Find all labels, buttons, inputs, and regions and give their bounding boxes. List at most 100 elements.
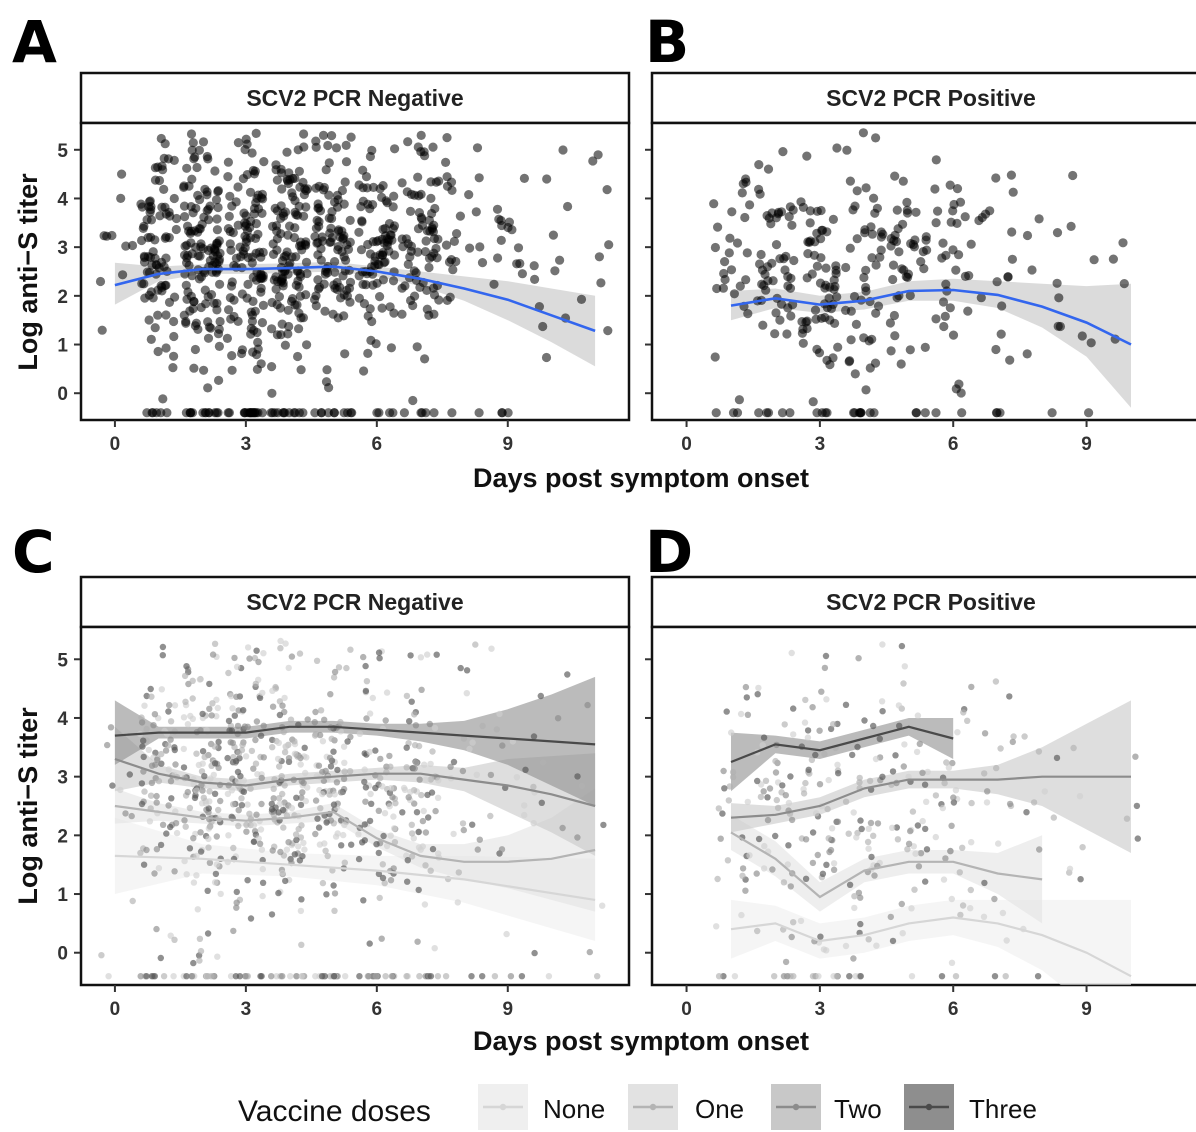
data-point — [361, 821, 368, 828]
data-point — [518, 973, 526, 980]
data-point — [943, 759, 950, 766]
legend-key-dot-none — [499, 1103, 507, 1111]
data-point — [419, 817, 427, 825]
data-point — [281, 782, 288, 789]
data-point — [298, 313, 308, 323]
data-point — [240, 707, 247, 714]
data-point — [787, 220, 797, 230]
data-point — [379, 861, 386, 868]
data-point — [348, 841, 355, 848]
data-point — [186, 129, 197, 139]
data-point — [244, 644, 252, 651]
data-point — [1123, 815, 1131, 822]
data-point — [381, 810, 389, 817]
data-point — [280, 824, 287, 831]
data-point — [554, 715, 562, 722]
data-point — [427, 223, 437, 233]
data-point — [817, 933, 824, 940]
data-point — [244, 877, 251, 884]
data-point — [382, 240, 392, 251]
data-point — [412, 759, 420, 766]
data-point — [203, 204, 213, 214]
data-point — [473, 771, 480, 778]
data-point — [406, 241, 416, 251]
data-point — [931, 218, 941, 228]
data-point — [948, 822, 955, 829]
data-point — [144, 315, 154, 325]
data-point — [821, 664, 829, 672]
data-point — [405, 206, 416, 216]
data-point — [403, 259, 413, 269]
data-point — [379, 874, 387, 882]
data-point — [737, 188, 747, 198]
smooth-line-d-none — [730, 916, 1132, 978]
data-point — [952, 787, 960, 794]
data-point — [244, 723, 251, 730]
data-point — [211, 743, 219, 750]
data-point — [167, 778, 175, 785]
confidence-band-c-2 — [114, 726, 596, 856]
data-point — [729, 773, 737, 781]
x-tick-label: 6 — [372, 999, 383, 1020]
data-point — [190, 959, 197, 967]
data-point — [920, 342, 930, 352]
data-point — [157, 202, 167, 212]
data-point — [206, 788, 213, 795]
data-point — [401, 786, 409, 794]
data-point — [968, 839, 975, 846]
data-point — [879, 773, 886, 780]
data-point — [375, 870, 383, 878]
data-point — [298, 896, 305, 903]
data-point — [366, 940, 373, 947]
data-point — [158, 686, 165, 693]
data-point — [603, 326, 613, 336]
data-point — [388, 973, 395, 980]
data-point — [315, 762, 323, 769]
data-point — [441, 240, 452, 250]
scatter-points-d — [713, 641, 1142, 980]
data-point — [402, 187, 412, 197]
data-point — [246, 810, 253, 817]
data-point — [829, 284, 839, 294]
data-point — [198, 137, 209, 147]
data-point — [162, 408, 172, 418]
data-point — [769, 866, 776, 873]
data-point — [947, 847, 954, 855]
data-point — [745, 200, 755, 210]
data-point — [341, 859, 348, 866]
data-point — [377, 303, 387, 313]
data-point — [785, 842, 792, 849]
data-point — [515, 258, 525, 269]
data-point — [1132, 753, 1139, 760]
data-point — [996, 329, 1006, 339]
x-tick-label: 6 — [948, 999, 959, 1020]
data-point — [159, 652, 166, 659]
data-point — [399, 408, 409, 418]
data-point — [268, 973, 275, 980]
data-point — [313, 657, 321, 664]
data-point — [128, 812, 135, 820]
data-point — [323, 140, 333, 151]
data-point — [322, 847, 329, 854]
data-point — [159, 184, 169, 194]
x-tick-label: 9 — [1081, 434, 1092, 455]
data-point — [181, 817, 188, 824]
data-point — [762, 408, 772, 418]
data-point — [370, 256, 380, 266]
data-point — [199, 748, 207, 755]
data-point — [922, 878, 929, 885]
data-point — [164, 297, 175, 307]
data-point — [403, 692, 411, 700]
data-point — [181, 857, 188, 865]
data-point — [372, 973, 379, 980]
data-point — [472, 641, 479, 648]
data-point — [820, 946, 828, 953]
data-point — [138, 719, 146, 726]
data-point — [167, 736, 174, 743]
data-point — [1021, 733, 1028, 740]
data-point — [199, 365, 209, 375]
data-point — [293, 794, 300, 801]
data-point — [497, 408, 507, 418]
data-point — [761, 842, 768, 850]
